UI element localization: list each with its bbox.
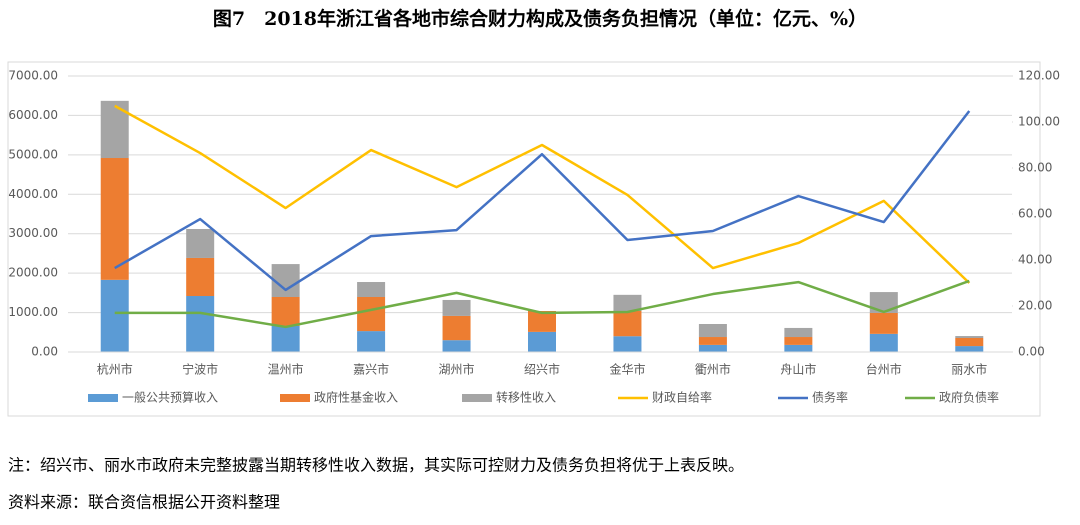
- bar: [528, 331, 556, 352]
- source: 资料来源：联合资信根据公开资料整理: [8, 493, 280, 512]
- bar: [698, 344, 727, 352]
- y-tick-label: 4000.00: [8, 187, 58, 201]
- bar: [442, 315, 471, 341]
- y-tick-label: 7000.00: [8, 69, 58, 83]
- chart-title: 图7 2018年浙江省各地市综合财力构成及债务负担情况（单位：亿元、%）: [213, 7, 867, 30]
- bar: [271, 264, 300, 297]
- y-tick-label: 2000.00: [8, 266, 58, 280]
- bar: [442, 340, 471, 352]
- bar: [869, 292, 898, 313]
- bar: [357, 296, 386, 332]
- x-tick-label: 温州市: [268, 362, 304, 377]
- y-tick-label: 3000.00: [8, 226, 58, 240]
- y-tick-label: 6000.00: [8, 108, 58, 122]
- legend-label: 财政自给率: [652, 390, 712, 405]
- legend-label: 一般公共预算收入: [122, 390, 218, 405]
- bar: [698, 324, 727, 338]
- y-tick-label: 0.00: [31, 345, 58, 359]
- x-tick-label: 金华市: [609, 362, 645, 377]
- bar: [869, 333, 898, 352]
- bar: [100, 158, 129, 280]
- y2-tick-label: 80.00: [1018, 161, 1052, 175]
- legend-swatch: [462, 394, 492, 402]
- x-tick-label: 绍兴市: [524, 362, 560, 377]
- y-tick-label: 5000.00: [8, 147, 58, 161]
- x-tick-label: 宁波市: [182, 362, 218, 377]
- legend-label: 政府负债率: [939, 390, 999, 405]
- bar: [784, 337, 813, 345]
- legend-swatch: [88, 394, 118, 402]
- y2-tick-label: 100.00: [1018, 115, 1060, 129]
- bar: [357, 331, 386, 352]
- bar: [698, 337, 727, 345]
- line: [114, 110, 971, 292]
- bar: [784, 344, 813, 352]
- y2-tick-label: 120.00: [1018, 69, 1060, 83]
- x-tick-label: 台州市: [866, 362, 902, 377]
- bar: [186, 296, 215, 352]
- legend-label: 政府性基金收入: [314, 390, 398, 405]
- bar: [186, 257, 215, 297]
- bar: [613, 336, 642, 352]
- line: [114, 104, 971, 284]
- bar: [271, 296, 300, 326]
- legend-swatch: [280, 394, 310, 402]
- bar: [357, 282, 386, 297]
- y2-tick-label: 40.00: [1018, 253, 1052, 267]
- bar: [955, 338, 984, 347]
- legend-label: 转移性收入: [496, 390, 556, 405]
- bar: [613, 294, 642, 311]
- bar: [784, 327, 813, 338]
- x-tick-label: 舟山市: [780, 362, 816, 377]
- bar: [100, 279, 129, 352]
- bar: [271, 325, 300, 352]
- bar: [955, 336, 984, 339]
- bar: [613, 310, 642, 337]
- x-tick-label: 杭州市: [97, 362, 133, 377]
- bar: [100, 100, 129, 159]
- y2-tick-label: 20.00: [1018, 299, 1052, 313]
- x-tick-label: 湖州市: [439, 362, 475, 377]
- chart-border: [7, 61, 1041, 417]
- note: 注：绍兴市、丽水市政府未完整披露当期转移性收入数据，其实际可控财力及债务负担将优…: [8, 456, 744, 475]
- bar: [869, 312, 898, 334]
- line: [114, 279, 970, 329]
- y2-tick-label: 60.00: [1018, 207, 1052, 221]
- x-tick-label: 衢州市: [695, 362, 731, 377]
- y-tick-label: 1000.00: [8, 305, 58, 319]
- bar: [442, 299, 471, 316]
- x-tick-label: 丽水市: [951, 362, 987, 377]
- bar: [528, 310, 556, 332]
- legend-label: 债务率: [812, 390, 848, 405]
- bar: [955, 346, 984, 352]
- bar: [186, 228, 215, 258]
- y2-tick-label: 0.00: [1018, 345, 1045, 359]
- x-tick-label: 嘉兴市: [353, 362, 389, 377]
